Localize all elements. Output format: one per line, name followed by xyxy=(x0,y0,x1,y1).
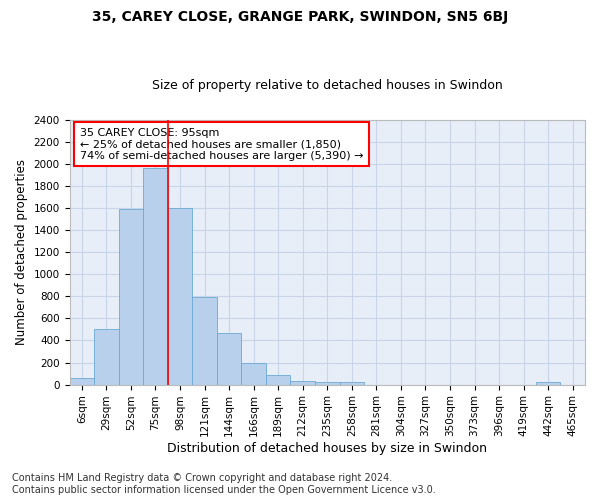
Bar xyxy=(315,382,340,384)
Text: 35 CAREY CLOSE: 95sqm
← 25% of detached houses are smaller (1,850)
74% of semi-d: 35 CAREY CLOSE: 95sqm ← 25% of detached … xyxy=(80,128,364,160)
Bar xyxy=(168,208,192,384)
Bar xyxy=(143,168,168,384)
Bar xyxy=(70,378,94,384)
Title: Size of property relative to detached houses in Swindon: Size of property relative to detached ho… xyxy=(152,79,503,92)
Bar xyxy=(192,298,217,384)
Bar xyxy=(536,382,560,384)
Bar xyxy=(241,363,266,384)
Bar xyxy=(290,380,315,384)
Bar xyxy=(119,209,143,384)
Text: Contains HM Land Registry data © Crown copyright and database right 2024.
Contai: Contains HM Land Registry data © Crown c… xyxy=(12,474,436,495)
X-axis label: Distribution of detached houses by size in Swindon: Distribution of detached houses by size … xyxy=(167,442,487,455)
Text: 35, CAREY CLOSE, GRANGE PARK, SWINDON, SN5 6BJ: 35, CAREY CLOSE, GRANGE PARK, SWINDON, S… xyxy=(92,10,508,24)
Y-axis label: Number of detached properties: Number of detached properties xyxy=(15,159,28,345)
Bar xyxy=(340,382,364,384)
Bar xyxy=(266,374,290,384)
Bar xyxy=(94,330,119,384)
Bar xyxy=(217,332,241,384)
